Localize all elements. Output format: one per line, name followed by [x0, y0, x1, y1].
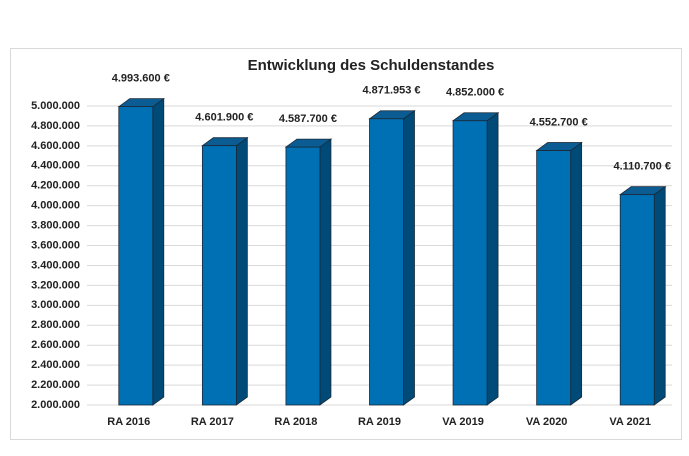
y-tick-label: 2.600.000 — [31, 339, 80, 351]
bar — [618, 185, 667, 406]
bar — [201, 136, 249, 406]
bar — [117, 97, 166, 406]
bar-front — [285, 146, 321, 406]
y-tick-label: 5.000.000 — [31, 100, 80, 112]
bar-front — [369, 118, 404, 406]
y-tick-label: 3.400.000 — [31, 259, 80, 271]
y-tick-label: 2.000.000 — [31, 399, 80, 411]
bar-side — [653, 185, 666, 406]
value-label: 4.552.700 € — [530, 116, 588, 128]
bar — [368, 109, 416, 406]
bar-side — [235, 136, 248, 406]
y-tick-label: 4.600.000 — [31, 140, 80, 152]
x-tick-label: VA 2021 — [609, 416, 651, 428]
y-tick-label: 3.800.000 — [31, 220, 80, 232]
y-tick-label: 4.200.000 — [31, 180, 80, 192]
bar-front — [536, 150, 572, 406]
bar-front — [452, 120, 488, 406]
bar-side — [570, 141, 583, 406]
x-tick-label: RA 2018 — [274, 416, 317, 428]
x-tick-label: VA 2020 — [526, 416, 568, 428]
y-tick-label: 4.800.000 — [31, 120, 80, 132]
y-tick-label: 3.600.000 — [31, 239, 80, 251]
y-tick-label: 4.000.000 — [31, 200, 80, 212]
bar-side — [403, 109, 415, 406]
x-tick-label: RA 2019 — [358, 416, 401, 428]
bar-side — [152, 97, 165, 406]
y-tick-label: 3.000.000 — [31, 299, 80, 311]
bar-side — [319, 138, 332, 406]
x-tick-label: RA 2017 — [191, 416, 234, 428]
value-label: 4.110.700 € — [613, 161, 671, 173]
value-label: 4.852.000 € — [446, 87, 504, 99]
value-label: 4.601.900 € — [195, 112, 253, 124]
x-tick-label: VA 2019 — [442, 416, 484, 428]
bar — [535, 141, 583, 406]
value-label: 4.871.953 € — [362, 85, 420, 97]
y-tick-label: 4.400.000 — [31, 160, 80, 172]
bar — [284, 138, 333, 406]
y-tick-label: 3.200.000 — [31, 279, 80, 291]
value-label: 4.587.700 € — [279, 113, 337, 125]
bar-side — [486, 111, 499, 406]
bar — [451, 111, 500, 406]
value-label: 4.993.600 € — [112, 73, 170, 85]
y-tick-label: 2.200.000 — [31, 379, 80, 391]
x-tick-label: RA 2016 — [107, 416, 150, 428]
bar-front — [201, 145, 237, 406]
y-tick-label: 2.400.000 — [31, 359, 80, 371]
bar-front — [118, 106, 154, 406]
bar-front — [619, 194, 655, 406]
chart-title: Entwicklung des Schuldenstandes — [248, 57, 495, 74]
y-tick-label: 2.800.000 — [31, 319, 80, 331]
